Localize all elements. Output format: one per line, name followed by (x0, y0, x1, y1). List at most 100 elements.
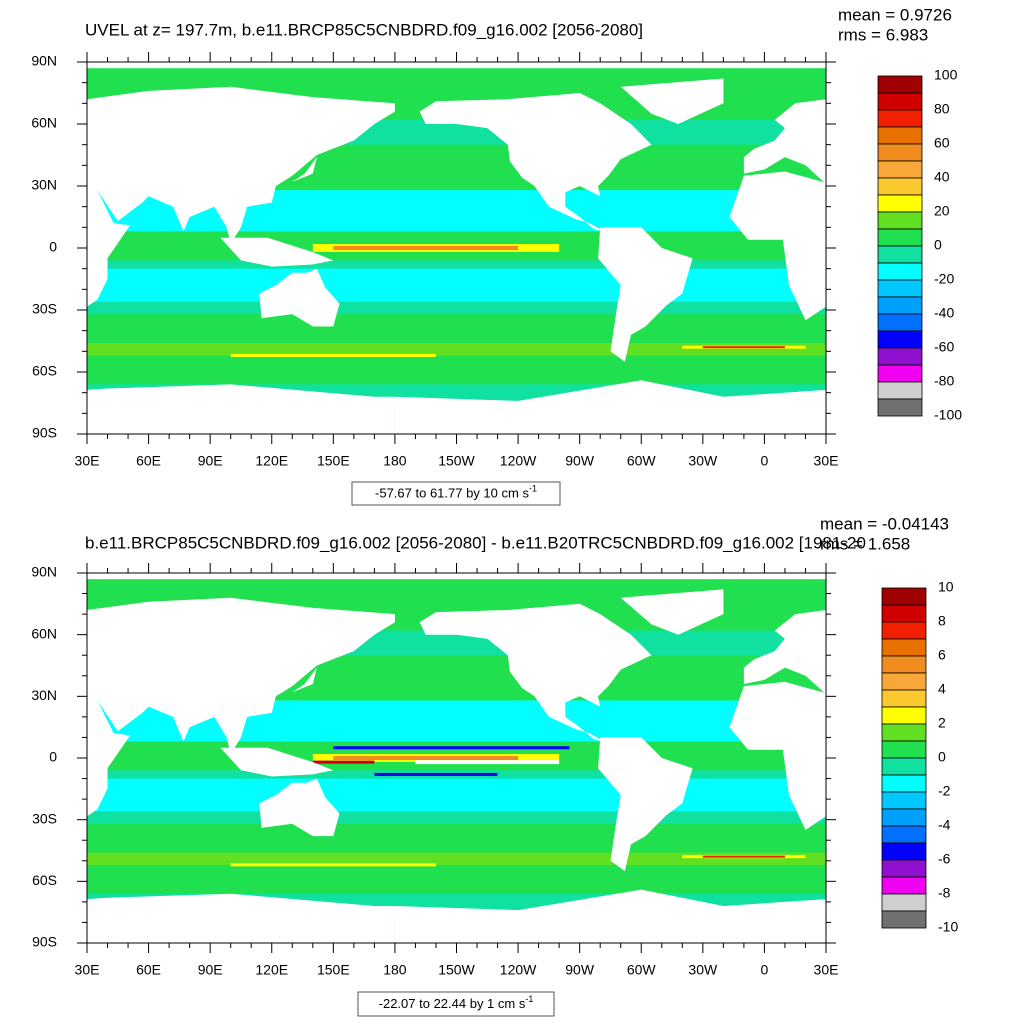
y-tick-label: 60N (31, 115, 57, 131)
land (729, 171, 826, 321)
land (292, 157, 317, 182)
colorbar-label: -2 (938, 783, 951, 799)
colorbar-box (877, 143, 923, 162)
land (620, 589, 724, 635)
colorbar-box (877, 296, 923, 315)
mean-label: mean = -0.04143 (820, 514, 949, 533)
field-band (87, 852, 826, 865)
colorbar-box (881, 859, 927, 878)
colorbar-box (881, 706, 927, 725)
field-streak (312, 760, 375, 764)
colorbar-box (877, 228, 923, 247)
field-band (87, 343, 826, 356)
colorbar-label: 100 (934, 67, 958, 83)
land (394, 380, 826, 434)
x-tick-label: 30E (814, 962, 839, 978)
colorbar-box (877, 126, 923, 145)
colorbar-box (877, 364, 923, 383)
y-tick-label: 30N (31, 177, 57, 193)
y-tick-label: 60N (31, 625, 57, 641)
colorbar-box (881, 655, 927, 674)
land (598, 227, 693, 362)
range-text: -57.67 to 61.77 by 10 cm s (375, 486, 529, 501)
x-tick-label: 90W (565, 962, 595, 978)
colorbar-box (877, 262, 923, 281)
y-tick-label: 30S (32, 810, 57, 826)
colorbar-box (881, 876, 927, 895)
x-tick-label: 0 (761, 453, 769, 469)
x-tick-label: 0 (761, 962, 769, 978)
land (959, 748, 1024, 777)
x-tick-label: 150E (317, 962, 350, 978)
x-tick-label: 150W (438, 453, 475, 469)
colorbar-label: 60 (934, 135, 950, 151)
field-streak (415, 760, 560, 765)
field-streak (702, 346, 785, 349)
land (292, 667, 317, 693)
colorbar-box (881, 791, 927, 810)
range-exponent: -1 (525, 994, 533, 1004)
colorbar-label: -100 (934, 407, 962, 423)
x-tick-label: 120W (500, 453, 537, 469)
x-tick-label: 30W (688, 453, 718, 469)
colorbar-box (881, 825, 927, 844)
y-tick-label: 90S (32, 425, 57, 441)
field-streak (333, 246, 519, 250)
colorbar-box (881, 604, 927, 623)
colorbar-label: -80 (934, 373, 954, 389)
polar-cap (87, 573, 826, 580)
land (998, 269, 1024, 327)
land (259, 268, 340, 327)
x-tick-label: 60W (627, 453, 657, 469)
land (87, 893, 395, 943)
x-tick-label: 150E (317, 453, 350, 469)
range-box (357, 991, 555, 1017)
y-tick-label: 60S (32, 872, 57, 888)
colorbar-box (877, 92, 923, 111)
colorbar-box (881, 723, 927, 742)
y-tick-label: 90S (32, 934, 57, 950)
y-tick-label: 30N (31, 687, 57, 703)
map-panel: UVEL at z= 197.7m, b.e11.BRCP85C5CNBDRD.… (31, 5, 1024, 506)
colorbar-label: 80 (934, 101, 950, 117)
y-tick-label: 0 (49, 239, 57, 255)
map-field (87, 62, 1024, 434)
x-tick-label: 30E (75, 453, 100, 469)
colorbar-label: 0 (938, 749, 946, 765)
x-tick-label: 120E (255, 962, 288, 978)
x-tick-label: 120W (500, 962, 537, 978)
land (87, 384, 395, 434)
colorbar-label: -8 (938, 885, 951, 901)
land (259, 778, 340, 837)
colorbar-box (877, 194, 923, 213)
x-tick-label: 90E (198, 453, 223, 469)
land (87, 693, 131, 817)
field-streak (374, 772, 498, 776)
rms-label: rms = 6.983 (838, 25, 928, 44)
colorbar-label: -40 (934, 305, 954, 321)
land (729, 681, 826, 830)
colorbar-label: 4 (938, 681, 946, 697)
colorbar-box (881, 672, 927, 691)
x-tick-label: 30E (814, 453, 839, 469)
land (743, 99, 826, 184)
land (598, 737, 693, 872)
field-streak (230, 863, 436, 867)
colorbar-box (881, 842, 927, 861)
y-tick-label: 90N (31, 53, 57, 69)
colorbar-box (881, 740, 927, 759)
land (394, 889, 826, 943)
land (959, 238, 1024, 267)
x-tick-label: 180 (383, 453, 407, 469)
range-box (351, 481, 561, 506)
x-tick-label: 180 (383, 962, 407, 978)
colorbar-box (877, 330, 923, 349)
field-streak (333, 746, 570, 750)
y-tick-label: 90N (31, 564, 57, 580)
colorbar-box (881, 587, 927, 606)
colorbar-box (877, 160, 923, 179)
colorbar-box (877, 398, 923, 417)
colorbar-label: 20 (934, 203, 950, 219)
